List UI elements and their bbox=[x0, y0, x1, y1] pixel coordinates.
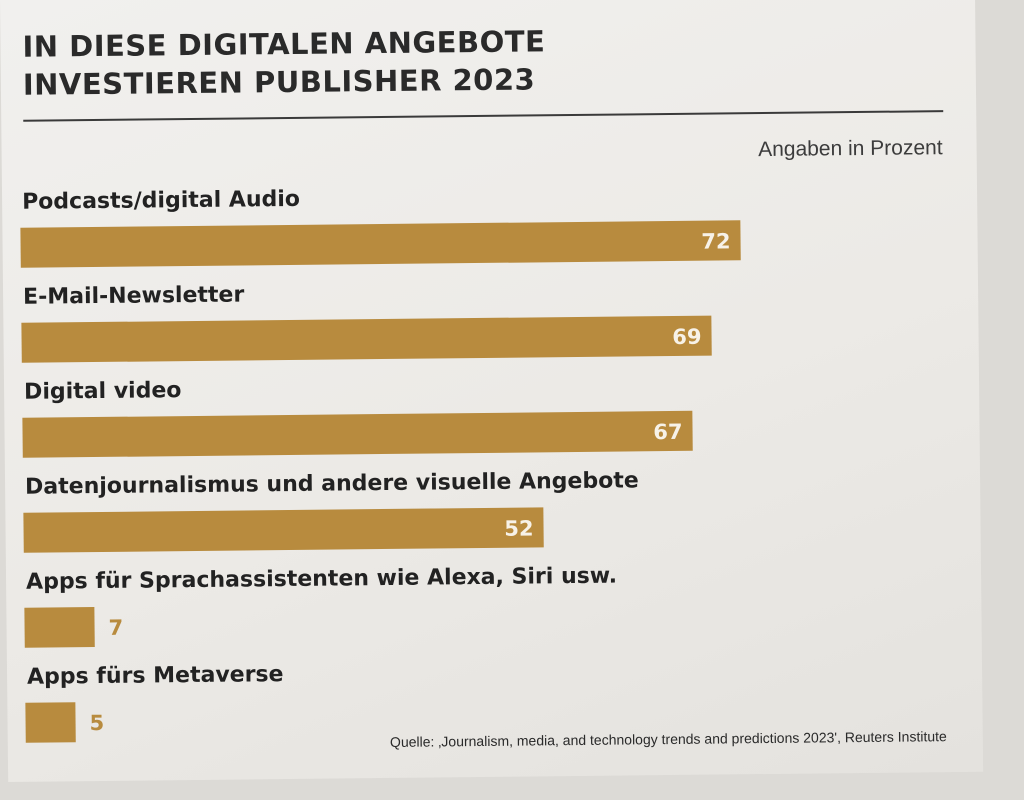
value-label: 7 bbox=[108, 615, 124, 640]
category-label: Datenjournalismus und andere visuelle An… bbox=[24, 468, 639, 500]
value-label: 52 bbox=[504, 516, 534, 541]
bar: 52 bbox=[23, 507, 544, 553]
bar: 72 bbox=[20, 220, 741, 268]
bar: 7 bbox=[24, 607, 123, 648]
value-label: 5 bbox=[89, 710, 105, 736]
value-label: 67 bbox=[653, 419, 683, 445]
value-label: 72 bbox=[701, 229, 731, 254]
bar: 67 bbox=[22, 410, 693, 458]
category-label: Apps fürs Metaverse bbox=[26, 662, 284, 690]
value-label: 69 bbox=[672, 324, 702, 349]
category-label: Digital video bbox=[23, 378, 182, 405]
bar: 5 bbox=[25, 702, 104, 743]
category-label: E-Mail-Newsletter bbox=[22, 282, 245, 310]
bar: 69 bbox=[21, 315, 712, 363]
category-label: Podcasts/digital Audio bbox=[21, 186, 301, 215]
paper-sheet: IN DIESE DIGITALEN ANGEBOTE INVESTIEREN … bbox=[0, 0, 984, 782]
bar-chart: Podcasts/digital Audio 72 E-Mail-Newslette… bbox=[20, 186, 741, 743]
category-label: Apps für Sprachassistenten wie Alexa, Si… bbox=[25, 563, 618, 595]
